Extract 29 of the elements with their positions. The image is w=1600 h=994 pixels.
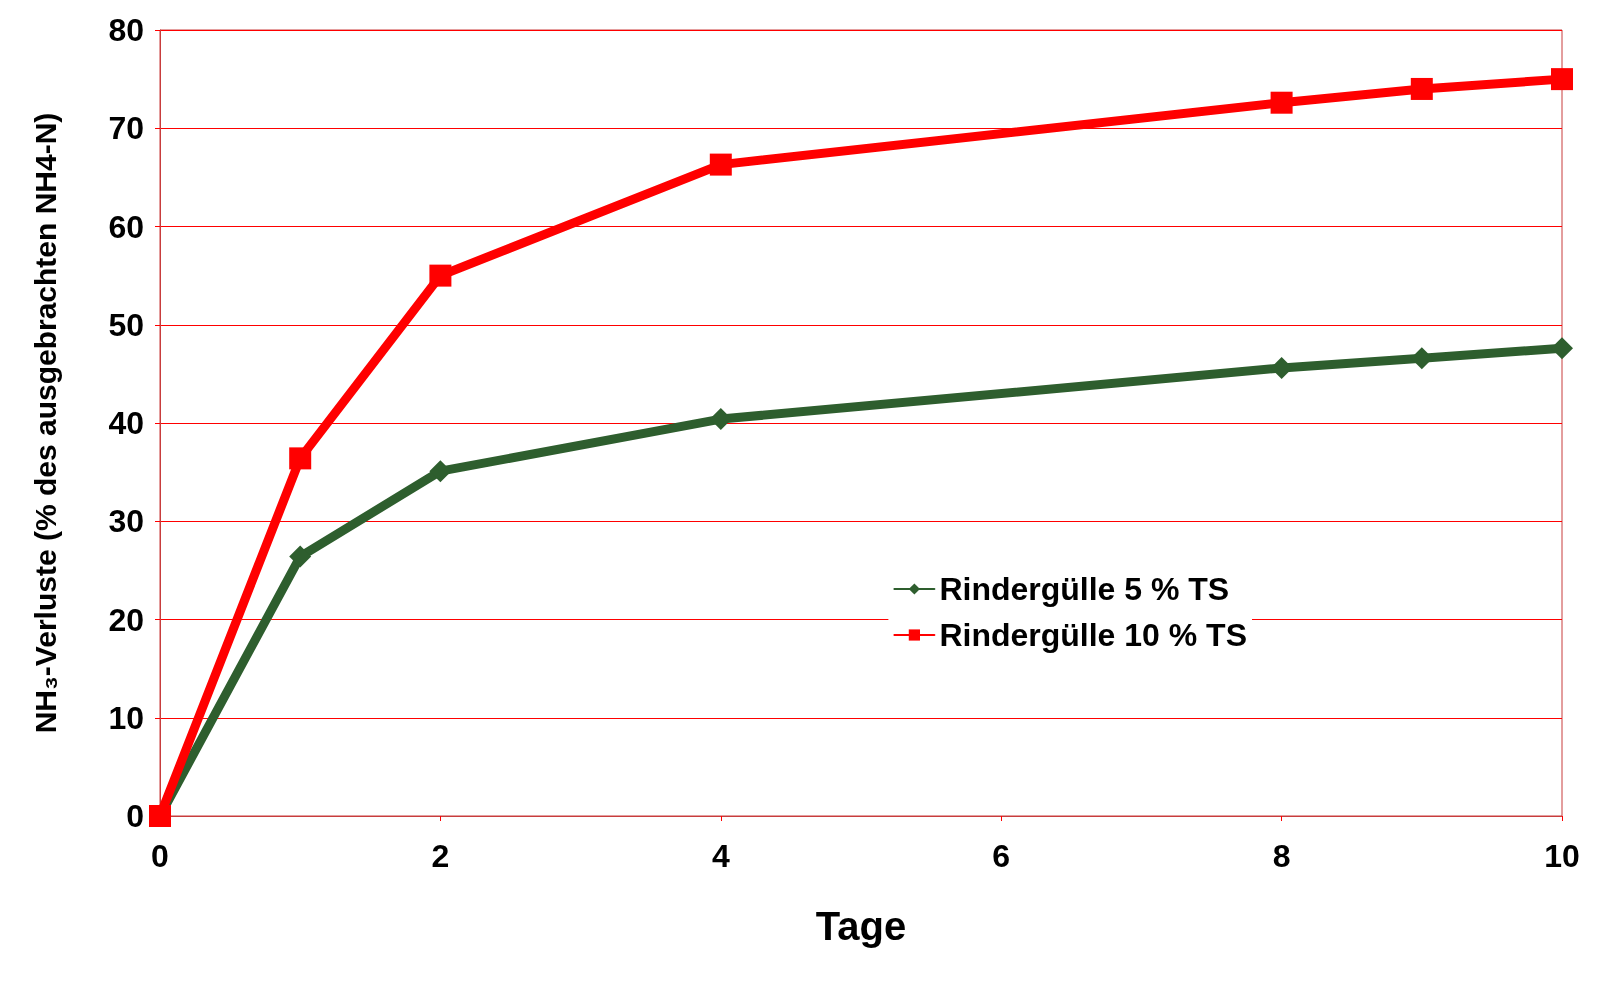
legend-label: Rindergülle 10 % TS <box>939 617 1247 653</box>
x-axis-title: Tage <box>815 904 907 948</box>
y-tick-label: 0 <box>126 798 144 834</box>
x-tick-label: 2 <box>431 838 450 874</box>
point <box>1551 337 1573 360</box>
x-tick-label: 0 <box>151 838 169 874</box>
y-tick-label: 60 <box>108 208 144 245</box>
point <box>289 447 312 470</box>
y-tick-label: 10 <box>108 699 144 736</box>
point <box>1270 91 1293 114</box>
y-axis-title: NH₃-Verluste (% des ausgebrachten NH4-N) <box>28 112 62 734</box>
point <box>429 264 452 287</box>
point <box>1410 77 1433 100</box>
x-tick-label: 10 <box>1544 838 1580 874</box>
point <box>429 460 452 483</box>
point <box>1551 68 1573 91</box>
x-tick-label: 8 <box>1272 838 1291 874</box>
x-tick-label: 4 <box>711 838 730 874</box>
y-tick-label: 40 <box>108 405 144 441</box>
y-tick-label: 50 <box>108 306 144 343</box>
x-tick-label: 6 <box>992 838 1011 874</box>
y-tick-label: 80 <box>108 12 144 48</box>
y-tick-label: 20 <box>108 601 144 638</box>
point <box>289 545 312 568</box>
legend-label: Rindergülle 5 % TS <box>939 571 1230 607</box>
y-tick-label: 30 <box>108 503 144 540</box>
point <box>709 408 732 431</box>
y-tick-label: 70 <box>108 110 144 147</box>
point <box>709 153 732 176</box>
